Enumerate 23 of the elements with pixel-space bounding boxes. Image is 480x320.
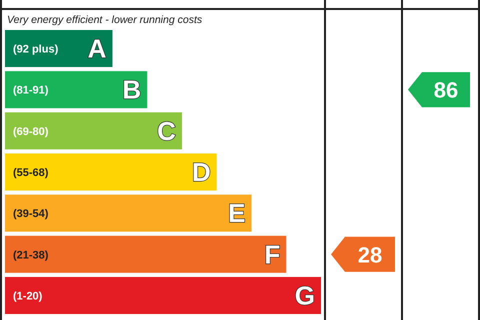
annotation: (69-80) [13,126,49,138]
y-tick-label: D [192,157,211,187]
annotation: (21-38) [13,249,49,262]
y-tick-label: C [157,116,176,146]
annotation: (39-54) [13,208,49,220]
y-tick-label: E [228,198,246,228]
annotation: (55-68) [13,167,49,179]
bar [5,236,286,273]
bar [5,153,217,191]
chart-subtitle: Very energy efficient - lower running costs [7,14,203,26]
text: 86 [434,78,458,103]
y-tick-label: F [264,239,280,270]
annotation: (81-91) [13,84,49,97]
bar [5,71,148,108]
y-tick-label: B [122,74,142,105]
bar [5,276,321,314]
y-tick-label: G [294,280,315,310]
y-tick-label: A [88,34,107,64]
annotation: (92 plus) [13,44,59,56]
bar [5,194,252,232]
bar [5,112,182,150]
text: 28 [358,242,382,268]
annotation: (1-20) [13,290,43,302]
